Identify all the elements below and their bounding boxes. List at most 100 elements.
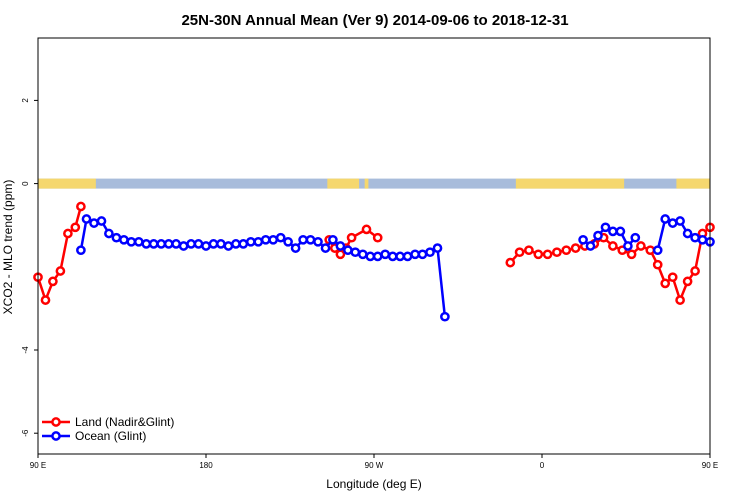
data-point-ocean [652, 245, 663, 256]
y-tick-label: 2 [21, 98, 30, 103]
data-point-ocean [96, 216, 107, 226]
data-point-ocean [171, 239, 181, 249]
data-point-ocean [156, 239, 167, 249]
data-point-ocean [660, 214, 671, 224]
data-point-ocean [690, 232, 700, 243]
data-point-ocean [231, 239, 241, 249]
data-point-ocean [593, 230, 603, 241]
data-point-ocean [682, 228, 693, 239]
land-band [38, 178, 96, 189]
data-point-ocean [186, 239, 196, 249]
ocean-band [38, 178, 710, 189]
y-axis-label: XCO2 - MLO trend (ppm) [1, 180, 15, 315]
data-point-ocean [253, 236, 264, 247]
data-point-ocean [395, 251, 405, 262]
data-point-land [361, 224, 372, 235]
data-point-land [675, 295, 685, 305]
data-point-ocean [298, 234, 308, 245]
x-tick-label: 90 E [30, 461, 46, 470]
legend: Land (Nadir&Glint)Ocean (Glint) [42, 415, 174, 443]
data-point-ocean [216, 239, 226, 249]
data-point-ocean [208, 239, 219, 249]
series-ocean [76, 214, 715, 322]
data-point-ocean [313, 236, 323, 247]
data-point-ocean [290, 243, 301, 253]
data-point-ocean [440, 311, 450, 322]
y-tick-label: -4 [21, 346, 30, 354]
data-point-land [524, 245, 534, 256]
series-line-land [509, 226, 711, 304]
data-point-ocean [163, 239, 174, 249]
data-point-ocean [223, 241, 234, 251]
y-tick-label: -6 [21, 429, 30, 437]
land-band [515, 178, 625, 189]
data-point-ocean [328, 234, 338, 245]
data-point-ocean [81, 214, 92, 224]
data-point-ocean [343, 245, 353, 256]
x-tick-label: 90 W [365, 461, 384, 470]
data-point-land [690, 266, 700, 276]
data-point-ocean [417, 249, 428, 260]
data-point-ocean [630, 232, 641, 243]
legend-item-land: Land (Nadir&Glint) [42, 415, 174, 429]
data-point-ocean [380, 249, 391, 260]
data-point-land [552, 247, 562, 258]
data-point-ocean [201, 241, 211, 251]
data-point-ocean [335, 241, 346, 251]
data-point-land [372, 232, 383, 243]
data-point-land [76, 201, 86, 212]
data-point-ocean [268, 234, 279, 245]
data-point-ocean [76, 245, 86, 256]
data-point-land [660, 278, 671, 289]
data-point-ocean [320, 243, 331, 253]
plot-area [33, 201, 715, 322]
data-point-ocean [432, 243, 443, 253]
series-line-ocean [79, 217, 447, 317]
data-point-ocean [410, 249, 420, 260]
x-tick-label: 90 E [702, 461, 718, 470]
land-band [676, 178, 710, 189]
series-line-land [36, 206, 83, 304]
data-point-land [636, 241, 646, 251]
data-point-land [652, 259, 663, 270]
y-axis: 2 0 -4 -6 [21, 98, 38, 437]
data-point-ocean [615, 226, 626, 237]
data-point-ocean [365, 251, 376, 262]
legend-marker [51, 431, 61, 441]
data-point-ocean [178, 241, 189, 251]
data-point-ocean [623, 241, 633, 251]
chart-title: 25N-30N Annual Mean (Ver 9) 2014-09-06 t… [181, 12, 568, 29]
data-point-land [570, 243, 581, 253]
data-point-land [533, 249, 544, 260]
data-point-ocean [578, 234, 588, 245]
data-point-land [608, 241, 618, 251]
data-point-land [505, 257, 516, 268]
data-point-land [667, 272, 678, 283]
data-point-ocean [238, 239, 249, 249]
data-point-ocean [697, 234, 708, 245]
legend-label: Ocean (Glint) [75, 429, 146, 443]
data-point-land [346, 232, 357, 243]
y-tick-label: 0 [21, 181, 30, 186]
data-point-ocean [608, 226, 618, 237]
data-point-ocean [350, 247, 361, 258]
data-point-land [63, 228, 73, 239]
legend-marker [51, 417, 61, 427]
data-point-ocean [372, 251, 383, 262]
data-point-land [561, 245, 572, 256]
data-point-ocean [585, 241, 596, 251]
land-band [364, 178, 369, 189]
data-point-ocean [667, 218, 678, 228]
data-point-ocean [305, 234, 316, 245]
data-point-ocean [133, 236, 144, 247]
data-point-ocean [193, 239, 204, 249]
data-point-land [70, 222, 81, 233]
data-point-land [48, 276, 58, 287]
map-strip [38, 178, 710, 189]
data-point-ocean [357, 249, 368, 260]
data-point-ocean [119, 234, 129, 245]
data-point-land [645, 245, 656, 256]
data-point-land [626, 249, 637, 260]
data-point-ocean [89, 218, 99, 228]
